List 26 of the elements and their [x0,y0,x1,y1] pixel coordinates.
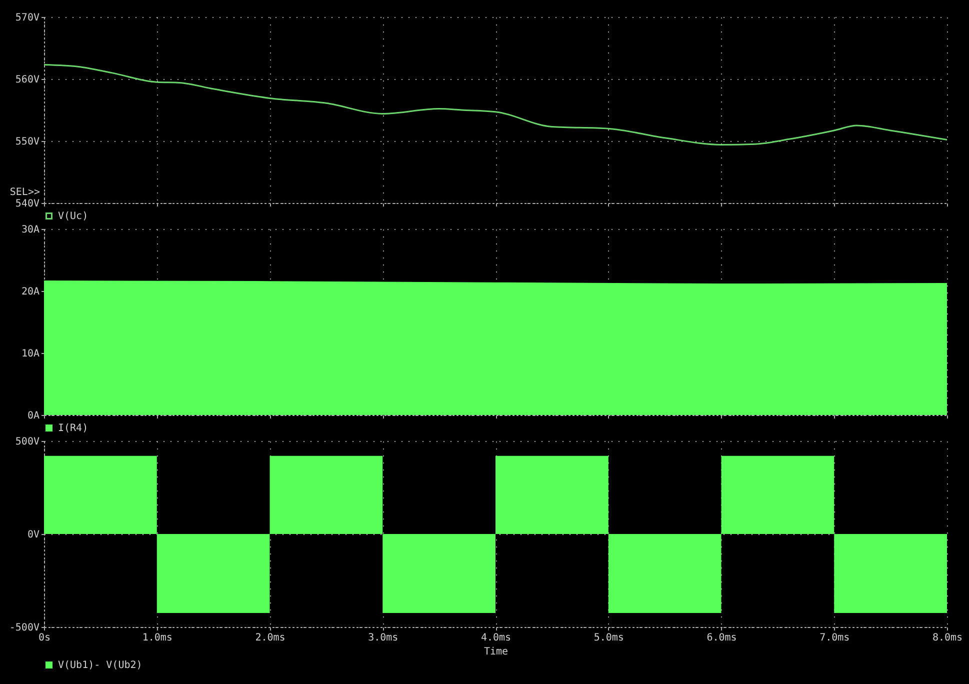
line-series [43,64,948,146]
text: SEL>> [10,187,40,198]
x-tick-label: 1.0ms [142,632,172,644]
legend-label: V(Uc) [58,211,88,222]
x-tick-label: 8.0ms [932,632,963,644]
y-tick-label: 570V [15,12,40,24]
y-tick-label: 30A [21,224,40,236]
y-tick-label: 550V [15,136,40,148]
y-tick-label: 10A [21,348,40,360]
y-tick-label: 540V [15,198,40,210]
y-tick-label: 500V [15,436,40,448]
y-tick-label: 560V [15,74,40,86]
x-axis-title: Time [484,646,508,658]
x-tick-label: 0s [38,632,51,644]
x-tick-label: 4.0ms [480,632,512,644]
y-tick-label: 20A [21,286,40,298]
x-tick-label: 6.0ms [706,632,737,644]
legend-label: I(R4) [58,423,88,434]
x-tick-label: 2.0ms [255,632,286,644]
y-tick-label: 0V [27,530,40,540]
y-tick-label: -500V [9,622,40,634]
legend-label: V(Ub1)- V(Ub2) [58,660,142,671]
x-tick-label: 3.0ms [368,632,398,644]
x-tick-label: 7.0ms [820,632,850,644]
y-tick-label: 0A [27,410,40,422]
x-tick-label: 5.0ms [594,632,624,644]
